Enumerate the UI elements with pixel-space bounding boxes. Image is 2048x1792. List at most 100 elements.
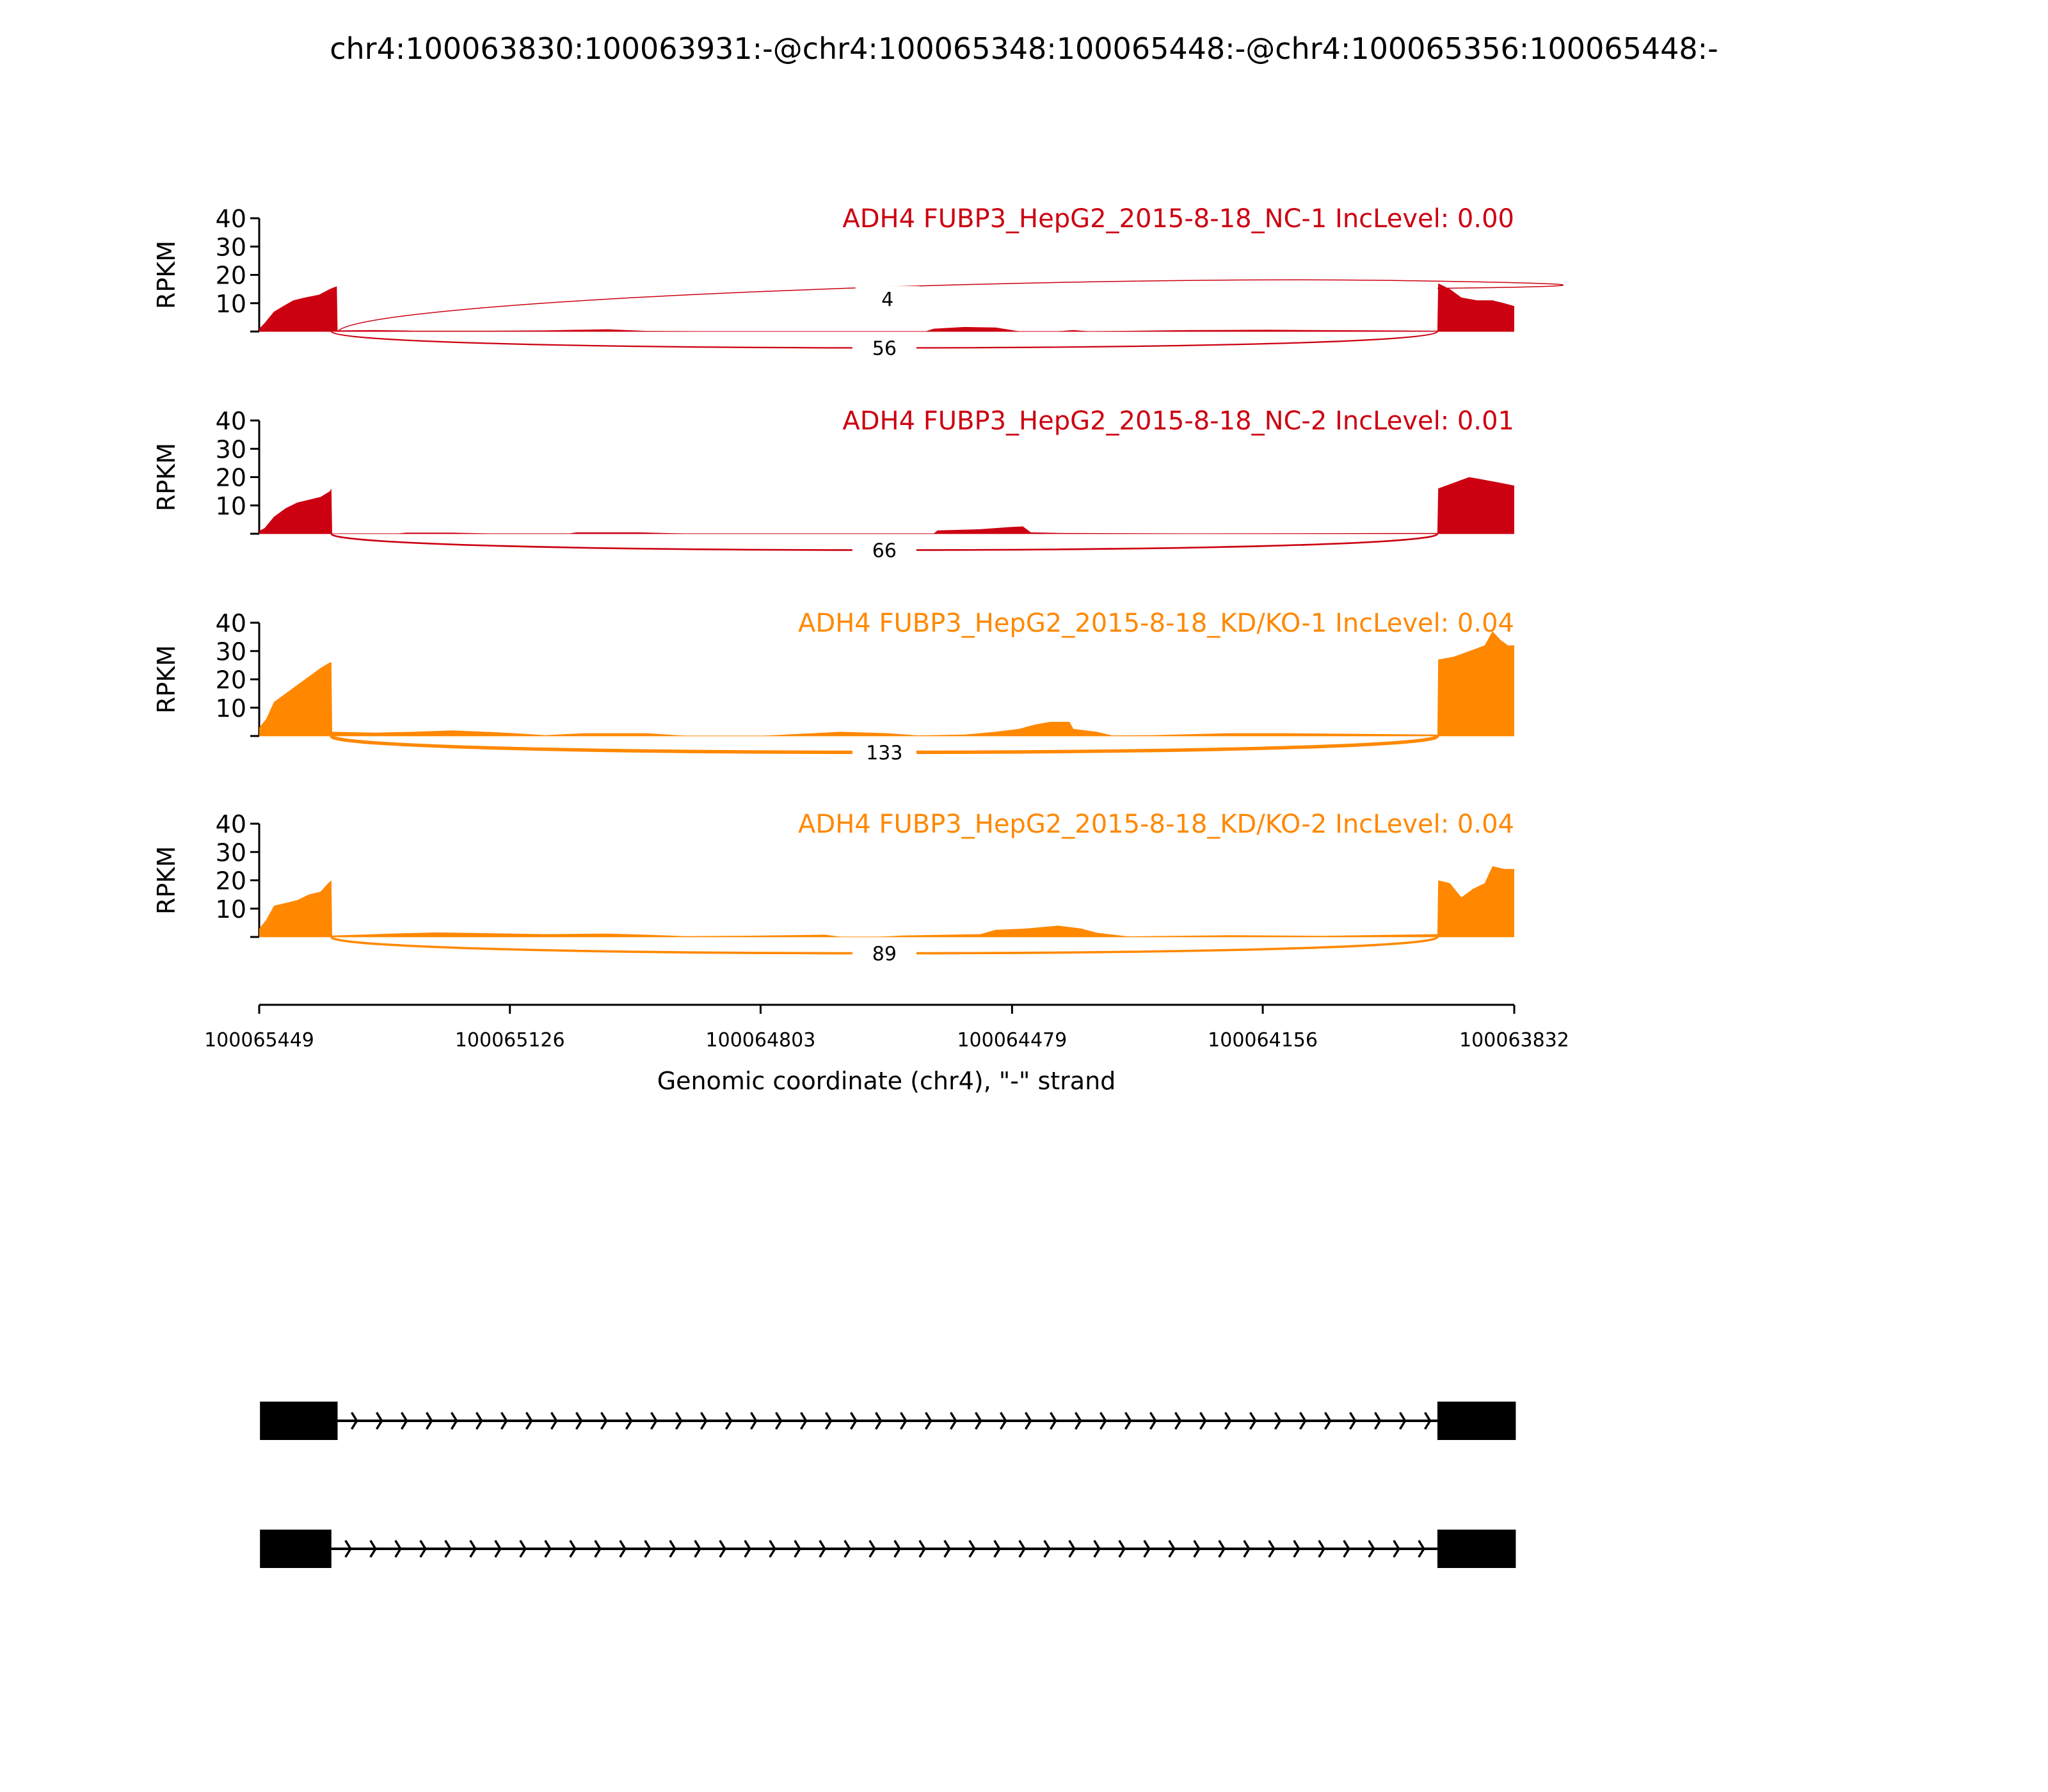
junction-label-bg [852, 335, 916, 361]
strand-arrow-icon [644, 1540, 652, 1558]
junction-count: 89 [872, 943, 897, 966]
y-tick-label: 10 [216, 492, 246, 520]
strand-arrow-icon [525, 1412, 533, 1430]
strand-arrow-icon [1293, 1540, 1300, 1558]
strand-arrow-icon [1068, 1540, 1076, 1558]
strand-arrow-icon [1348, 1412, 1357, 1430]
strand-arrow-icon [1324, 1412, 1332, 1430]
strand-arrow-icon [949, 1412, 957, 1430]
y-tick-label: 40 [216, 609, 246, 637]
sample-label: ADH4 FUBP3_HepG2_2015-8-18_KD/KO-1 IncLe… [798, 609, 1514, 638]
strand-arrow-icon [494, 1540, 502, 1558]
strand-arrow-icon [1218, 1540, 1226, 1558]
exon-box [1437, 1402, 1516, 1440]
y-tick-label: 30 [216, 637, 246, 666]
strand-arrow-icon [700, 1412, 708, 1430]
strand-arrow-icon [550, 1412, 558, 1430]
strand-arrow-icon [999, 1412, 1007, 1430]
strand-arrow-icon [794, 1540, 801, 1558]
y-tick-label: 40 [216, 205, 246, 233]
strand-arrow-icon [450, 1412, 458, 1430]
strand-arrow-icon [918, 1540, 926, 1558]
strand-arrow-icon [774, 1412, 783, 1430]
strand-arrow-icon [719, 1540, 726, 1558]
chart-title: chr4:100063830:100063931:-@chr4:10006534… [330, 31, 1718, 66]
strand-arrow-icon [1243, 1540, 1251, 1558]
strand-arrow-icon [1149, 1412, 1157, 1430]
y-tick-label: 40 [216, 810, 246, 838]
strand-arrow-icon [1193, 1540, 1201, 1558]
strand-arrow-icon [893, 1540, 901, 1558]
strand-arrow-icon [1299, 1412, 1307, 1430]
strand-arrow-icon [469, 1540, 477, 1558]
strand-arrow-icon [475, 1412, 483, 1430]
strand-arrow-icon [694, 1540, 701, 1558]
x-tick-label: 100064479 [957, 1029, 1067, 1052]
y-tick-label: 20 [216, 262, 246, 290]
strand-arrow-icon [619, 1540, 627, 1558]
x-tick-label: 100064803 [706, 1029, 816, 1052]
strand-arrow-icon [650, 1412, 658, 1430]
strand-arrow-icon [968, 1540, 976, 1558]
strand-arrow-icon [1418, 1540, 1425, 1558]
strand-arrow-icon [594, 1540, 602, 1558]
strand-arrow-icon [1174, 1412, 1182, 1430]
strand-arrow-icon [849, 1412, 858, 1430]
strand-arrow-icon [1018, 1540, 1026, 1558]
junction-count: 66 [872, 540, 897, 563]
strand-arrow-icon [569, 1540, 577, 1558]
strand-arrow-icon [1373, 1412, 1382, 1430]
strand-arrow-icon [544, 1540, 552, 1558]
strand-arrow-icon [1118, 1540, 1126, 1558]
strand-arrow-icon [1199, 1412, 1207, 1430]
strand-arrow-icon [675, 1412, 683, 1430]
strand-arrow-icon [724, 1412, 733, 1430]
strand-arrow-icon [344, 1540, 352, 1558]
strand-arrow-icon [425, 1412, 433, 1430]
strand-arrow-icon [575, 1412, 583, 1430]
strand-arrow-icon [1099, 1412, 1107, 1430]
junction-label-bg [852, 940, 916, 966]
sample-label: ADH4 FUBP3_HepG2_2015-8-18_NC-1 IncLevel… [842, 204, 1514, 234]
strand-arrow-icon [1268, 1540, 1276, 1558]
strand-arrow-icon [369, 1540, 377, 1558]
strand-arrow-icon [1093, 1540, 1101, 1558]
strand-arrow-icon [1049, 1412, 1057, 1430]
y-tick-label: 30 [216, 435, 246, 463]
y-tick-label: 10 [216, 694, 246, 723]
sample-label: ADH4 FUBP3_HepG2_2015-8-18_KD/KO-2 IncLe… [798, 810, 1514, 839]
y-tick-label: 20 [216, 867, 246, 895]
y-axis-label: RPKM [152, 846, 180, 915]
gene-models [260, 1402, 1516, 1568]
strand-arrow-icon [799, 1412, 808, 1430]
strand-arrow-icon [993, 1540, 1001, 1558]
strand-arrow-icon [1393, 1540, 1400, 1558]
strand-arrow-icon [350, 1412, 358, 1430]
gene-model-2 [260, 1530, 1516, 1568]
strand-arrow-icon [1168, 1540, 1176, 1558]
y-tick-label: 30 [216, 233, 246, 261]
x-tick-label: 100064156 [1208, 1029, 1318, 1052]
x-tick-label: 100063832 [1459, 1029, 1569, 1052]
strand-arrow-icon [749, 1412, 758, 1430]
y-tick-label: 30 [216, 838, 246, 867]
strand-arrow-icon [844, 1540, 851, 1558]
y-tick-label: 40 [216, 407, 246, 435]
strand-arrow-icon [669, 1540, 676, 1558]
strand-arrow-icon [1224, 1412, 1232, 1430]
strand-arrow-icon [444, 1540, 452, 1558]
junction-label-bg [855, 286, 920, 312]
exon-box [1437, 1530, 1516, 1568]
junction-count: 56 [872, 338, 897, 360]
junction-label-bg [852, 739, 916, 765]
y-tick-label: 10 [216, 290, 246, 318]
strand-arrow-icon [375, 1412, 383, 1430]
strand-arrow-icon [600, 1412, 608, 1430]
junction-label-bg [852, 537, 916, 563]
strand-arrow-icon [1318, 1540, 1325, 1558]
sample-label: ADH4 FUBP3_HepG2_2015-8-18_NC-2 IncLevel… [842, 406, 1514, 436]
gene-model-1 [260, 1402, 1516, 1440]
